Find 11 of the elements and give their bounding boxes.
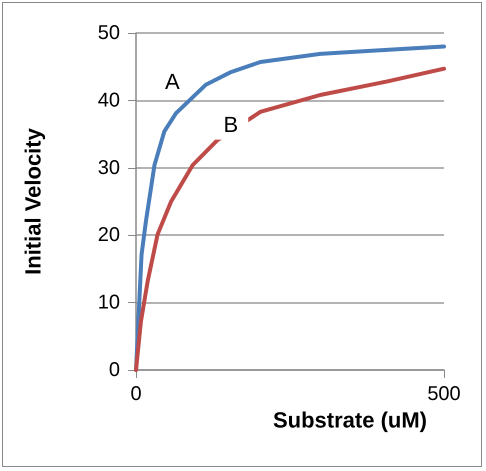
y-tick-label: 40 bbox=[98, 89, 120, 112]
annotation: B bbox=[224, 112, 238, 138]
x-tick-label: 500 bbox=[427, 383, 461, 405]
y-tick-label: 20 bbox=[98, 224, 120, 246]
y-axis-title: Initial Velocity bbox=[20, 127, 46, 275]
x-axis-title: Substrate (uM) bbox=[273, 407, 427, 432]
y-tick-label: 50 bbox=[98, 22, 120, 44]
annotation: A bbox=[165, 69, 180, 94]
y-tick-label: 30 bbox=[98, 156, 120, 179]
y-tick-label: 10 bbox=[98, 292, 120, 314]
y-tick-label: 0 bbox=[108, 359, 120, 381]
